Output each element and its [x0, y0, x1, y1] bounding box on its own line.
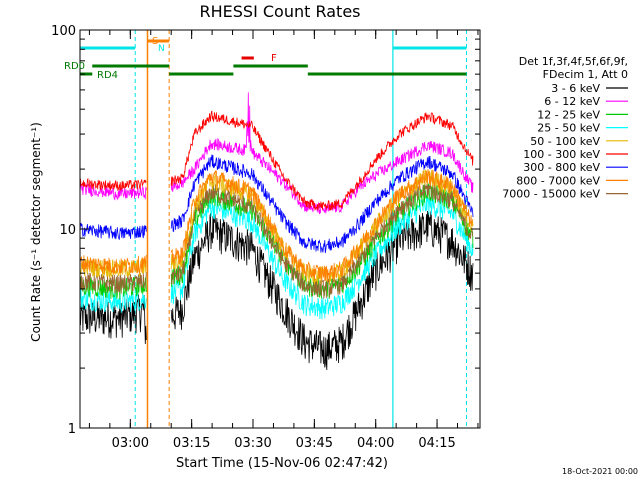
legend-label-300-800-kev: 300 - 800 keV — [523, 161, 600, 174]
flag-label-rd4: RD4 — [97, 70, 118, 81]
x-tick-label: 03:45 — [296, 436, 333, 451]
series-line-7000-15000-kev — [170, 181, 474, 299]
series-line-800-7000-kev — [170, 169, 474, 282]
legend-label-50-100-kev: 50 - 100 keV — [530, 135, 600, 148]
x-tick-label: 03:00 — [112, 436, 149, 451]
y-tick-label: 10 — [59, 223, 76, 238]
flag-label-f: F — [271, 53, 277, 64]
x-tick-label: 04:00 — [357, 436, 394, 451]
series-line-800-7000-kev — [79, 254, 147, 274]
y-tick-label: 1 — [68, 422, 76, 437]
y-axis-label: Count Rate (s⁻¹ detector segment⁻¹) — [29, 122, 43, 342]
legend-label-12-25-kev: 12 - 25 keV — [537, 108, 600, 121]
legend-label-800-7000-kev: 800 - 7000 keV — [516, 174, 600, 187]
series-layer — [79, 92, 474, 371]
legend-label-100-300-kev: 100 - 300 keV — [523, 148, 600, 161]
series-line-50-100-kev — [79, 258, 147, 280]
series-line-25-50-kev — [79, 289, 147, 313]
series-line-6-12-kev — [79, 181, 147, 201]
attenuator-flag-layer — [79, 30, 468, 428]
x-tick-label: 03:15 — [173, 436, 210, 451]
x-tick-label: 04:15 — [418, 436, 455, 451]
series-line-300-800-kev — [170, 154, 474, 254]
flag-label-n: N — [158, 44, 165, 54]
legend: Det 1f,3f,4f,5f,6f,9f, FDecim 1, Att 0 3… — [502, 55, 628, 201]
legend-header-line1: Det 1f,3f,4f,5f,6f,9f, — [519, 55, 628, 68]
legend-label-7000-15000-kev: 7000 - 15000 keV — [502, 188, 600, 201]
legend-label-6-12-kev: 6 - 12 keV — [544, 95, 600, 108]
legend-label-3-6-kev: 3 - 6 keV — [551, 82, 600, 95]
legend-header-line2: FDecim 1, Att 0 — [543, 68, 628, 81]
series-line-3-6-kev — [170, 210, 474, 371]
series-line-100-300-kev — [170, 110, 474, 211]
series-line-7000-15000-kev — [79, 271, 147, 294]
footer-timestamp: 18-Oct-2021 00:00 — [562, 467, 638, 476]
series-line-100-300-kev — [79, 177, 147, 191]
chart-title: RHESSI Count Rates — [200, 2, 361, 21]
series-line-300-800-kev — [79, 222, 147, 240]
flag-label-rd0: RD0 — [64, 61, 85, 72]
series-line-3-6-kev — [79, 294, 147, 345]
y-tick-label: 100 — [51, 24, 76, 39]
x-tick-label: 03:30 — [234, 436, 271, 451]
axis-layer: 1 10 100 03:00 03:15 03:30 03:45 04:00 04:15 — [51, 24, 480, 451]
x-axis-label: Start Time (15-Nov-06 02:47:42) — [176, 456, 388, 471]
flag-label-s: S — [152, 36, 158, 47]
legend-label-25-50-kev: 25 - 50 keV — [537, 122, 600, 135]
